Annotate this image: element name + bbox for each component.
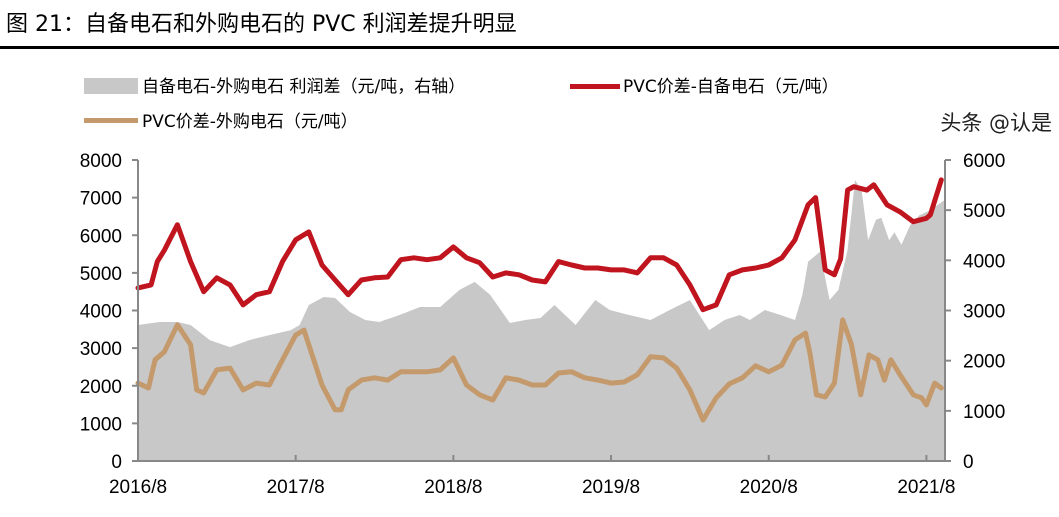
x-axis-tick-label: 2016/8: [109, 477, 167, 498]
left-axis-tick-label: 3000: [80, 339, 122, 360]
legend-label-self: PVC价差-自备电石（元/吨）: [623, 77, 839, 97]
left-axis-tick-label: 8000: [80, 151, 122, 172]
left-axis-tick-label: 2000: [80, 377, 122, 398]
legend-swatch-self: [570, 84, 620, 89]
right-axis-tick-label: 4000: [963, 251, 1005, 272]
title-divider: [0, 46, 1059, 49]
x-axis-tick-label: 2021/8: [897, 477, 955, 498]
right-axis-tick-label: 0: [963, 452, 974, 473]
left-axis-tick-label: 6000: [80, 226, 122, 247]
left-axis-tick-label: 1000: [80, 414, 122, 435]
x-axis-tick-label: 2019/8: [582, 477, 640, 498]
left-axis-tick-label: 7000: [80, 189, 122, 210]
area-profit-difference: [138, 180, 945, 461]
x-axis: 2016/8 2017/8 2018/8 2019/8 2020/8 2021/8: [109, 455, 955, 498]
plot-area: [135, 177, 945, 461]
left-axis: 0 1000 2000 3000 4000 5000 6000 7000 8000: [80, 151, 139, 473]
x-axis-tick-label: 2017/8: [267, 477, 325, 498]
right-axis-tick-label: 1000: [963, 402, 1005, 423]
line-purchased: [135, 317, 944, 423]
legend: 自备电石-外购电石 利润差（元/吨，右轴） PVC价差-自备电石（元/吨） PV…: [84, 77, 839, 132]
legend-swatch-area: [84, 78, 138, 94]
right-axis: 0 1000 2000 3000 4000 5000 6000: [944, 151, 1005, 473]
right-axis-tick-label: 5000: [963, 201, 1005, 222]
right-axis-tick-label: 6000: [963, 151, 1005, 172]
right-axis-tick-label: 2000: [963, 352, 1005, 373]
x-axis-tick-label: 2020/8: [740, 477, 798, 498]
legend-label-area: 自备电石-外购电石 利润差（元/吨，右轴）: [142, 77, 465, 97]
legend-label-purchased: PVC价差-外购电石（元/吨）: [142, 112, 358, 132]
line-self-supplied: [135, 177, 944, 313]
watermark: 头条 @认是: [940, 111, 1052, 135]
figure-title: 图 21：自备电石和外购电石的 PVC 利润差提升明显: [6, 12, 517, 37]
left-axis-tick-label: 4000: [80, 302, 122, 323]
left-axis-tick-label: 0: [111, 452, 122, 473]
x-axis-tick-label: 2018/8: [424, 477, 482, 498]
right-axis-tick-label: 3000: [963, 302, 1005, 323]
left-axis-tick-label: 5000: [80, 264, 122, 285]
legend-swatch-purchased: [84, 118, 138, 123]
